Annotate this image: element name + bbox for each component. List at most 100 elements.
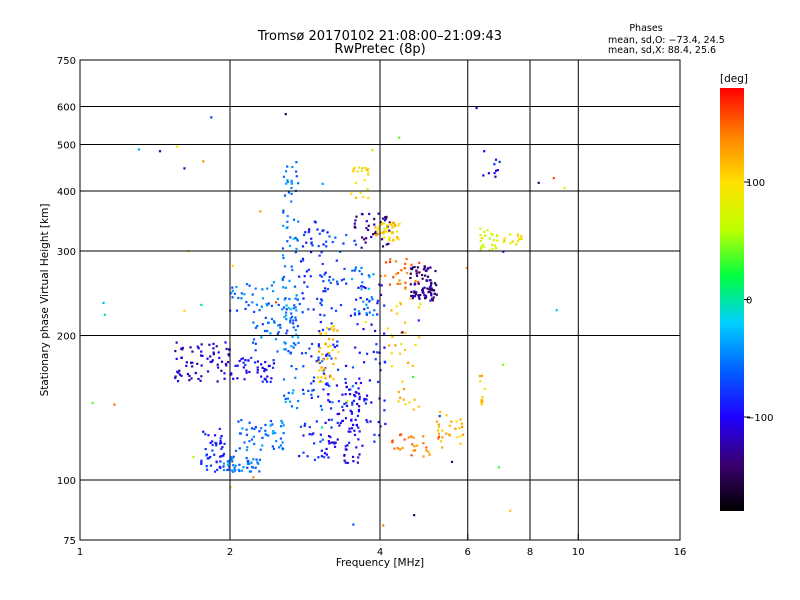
- data-point: [256, 461, 259, 464]
- data-point: [494, 158, 498, 161]
- data-point: [334, 236, 337, 239]
- data-point: [322, 243, 325, 246]
- data-point: [302, 392, 305, 395]
- data-point: [226, 460, 229, 463]
- y-tick-label: 300: [57, 247, 76, 258]
- data-point: [401, 331, 404, 334]
- data-point: [293, 285, 297, 288]
- data-point: [410, 294, 413, 298]
- data-point: [253, 427, 256, 431]
- data-point: [103, 313, 107, 316]
- data-point: [321, 262, 324, 266]
- data-point: [360, 285, 363, 288]
- data-point: [437, 437, 440, 440]
- data-point: [354, 346, 357, 349]
- data-point: [386, 225, 389, 228]
- data-point: [376, 230, 379, 233]
- data-point: [196, 362, 199, 365]
- data-point: [479, 380, 482, 383]
- data-point: [397, 400, 400, 403]
- data-point: [369, 420, 372, 423]
- data-point: [337, 400, 341, 403]
- data-point: [353, 313, 357, 316]
- data-point: [261, 436, 264, 440]
- data-point: [205, 453, 208, 456]
- colorbar-tick-label: 100: [746, 178, 765, 189]
- data-point: [277, 303, 280, 307]
- data-point: [272, 430, 275, 433]
- data-point: [358, 395, 361, 398]
- data-point: [286, 179, 289, 182]
- data-point: [323, 314, 326, 317]
- data-point: [254, 342, 257, 345]
- data-point: [350, 192, 353, 195]
- data-point: [194, 371, 197, 375]
- data-point: [425, 446, 428, 449]
- data-point: [326, 327, 329, 330]
- data-point: [365, 227, 368, 230]
- data-point: [282, 306, 286, 309]
- data-point: [270, 377, 273, 380]
- data-point: [368, 311, 371, 314]
- data-point: [419, 303, 422, 306]
- data-point: [358, 269, 361, 273]
- data-point: [491, 247, 494, 251]
- data-point: [360, 236, 364, 239]
- data-point: [342, 409, 345, 412]
- data-point: [403, 267, 407, 270]
- data-point: [381, 245, 385, 248]
- data-point: [332, 362, 335, 366]
- data-point: [317, 359, 320, 362]
- data-point: [432, 296, 435, 299]
- data-point: [332, 278, 335, 281]
- data-point: [422, 455, 425, 458]
- data-point: [482, 245, 486, 248]
- data-point: [373, 217, 376, 221]
- data-point: [234, 469, 237, 472]
- data-point: [323, 367, 326, 370]
- data-point: [478, 374, 482, 378]
- data-point: [260, 336, 263, 339]
- data-point: [289, 321, 292, 324]
- data-point: [400, 269, 403, 272]
- data-point: [343, 267, 346, 270]
- data-point: [320, 251, 323, 254]
- data-point: [423, 265, 426, 268]
- data-point: [308, 347, 311, 350]
- data-point: [245, 300, 248, 304]
- data-point: [336, 340, 339, 343]
- data-point: [399, 302, 402, 306]
- data-point: [260, 305, 263, 308]
- data-point: [191, 365, 194, 368]
- data-point: [320, 366, 323, 369]
- data-point: [354, 243, 358, 246]
- data-point: [438, 414, 441, 418]
- data-point: [422, 435, 425, 438]
- data-point: [204, 447, 207, 451]
- data-point: [352, 460, 355, 463]
- data-point: [206, 468, 209, 471]
- data-point: [231, 286, 234, 289]
- data-point: [359, 191, 362, 195]
- data-point: [379, 293, 383, 296]
- data-point: [239, 432, 242, 435]
- data-point: [256, 368, 259, 372]
- data-point: [209, 464, 213, 467]
- data-point: [316, 297, 319, 300]
- data-point: [325, 245, 328, 248]
- data-point: [212, 342, 215, 345]
- data-point: [290, 192, 293, 196]
- data-point: [252, 435, 255, 438]
- data-point: [246, 462, 250, 466]
- data-point: [225, 364, 228, 367]
- data-point: [191, 350, 194, 353]
- data-point: [277, 330, 280, 334]
- data-point: [292, 218, 296, 221]
- data-point: [435, 284, 438, 287]
- data-point: [310, 393, 313, 396]
- data-point: [336, 329, 339, 332]
- data-point: [346, 400, 349, 403]
- data-point: [385, 224, 389, 227]
- data-point: [210, 116, 213, 119]
- data-point: [336, 412, 339, 416]
